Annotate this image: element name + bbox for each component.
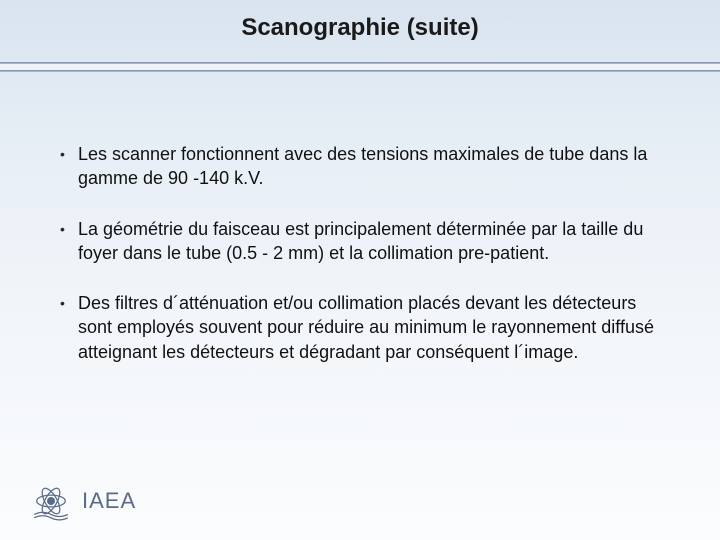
- slide-title: Scanographie (suite): [0, 14, 720, 42]
- bullet-marker: •: [54, 291, 78, 315]
- bullet-marker: •: [54, 217, 78, 241]
- content-area: • Les scanner fonctionnent avec des tens…: [0, 72, 720, 364]
- iaea-logo-icon: [30, 480, 72, 522]
- org-label: IAEA: [82, 488, 136, 514]
- bullet-item: • Des filtres d´atténuation et/ou collim…: [54, 291, 666, 364]
- bullet-marker: •: [54, 142, 78, 166]
- divider-band: [0, 62, 720, 72]
- bullet-text: La géométrie du faisceau est principalem…: [78, 217, 666, 266]
- title-area: Scanographie (suite): [0, 0, 720, 42]
- footer: IAEA: [30, 480, 136, 522]
- bullet-item: • Les scanner fonctionnent avec des tens…: [54, 142, 666, 191]
- bullet-item: • La géométrie du faisceau est principal…: [54, 217, 666, 266]
- bullet-text: Des filtres d´atténuation et/ou collimat…: [78, 291, 666, 364]
- bullet-text: Les scanner fonctionnent avec des tensio…: [78, 142, 666, 191]
